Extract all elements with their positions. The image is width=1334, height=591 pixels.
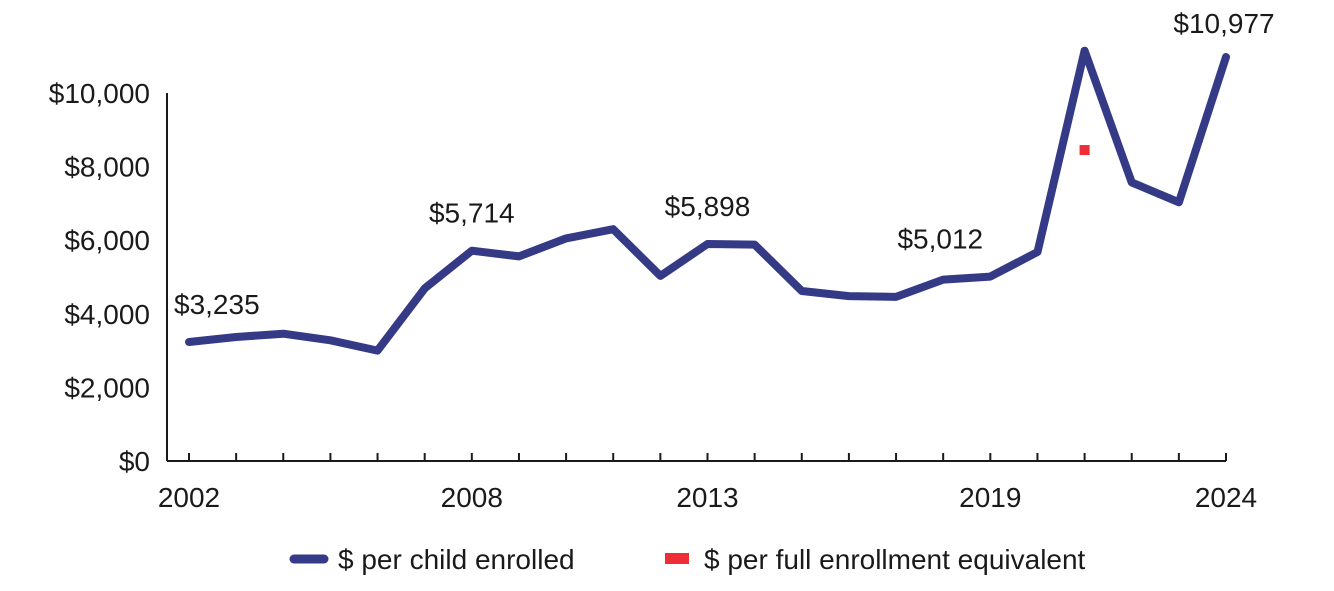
data-label: $5,714 [429, 198, 515, 229]
x-axis-tick-labels: 2002 2008 2013 2019 2024 [158, 482, 1257, 513]
y-tick-label: $0 [119, 446, 150, 477]
x-tick-label: 2008 [441, 482, 503, 513]
series-line-per-child-enrolled [185, 46, 1230, 355]
data-label: $10,977 [1173, 8, 1274, 39]
data-point-per-full-enrollment-equivalent [1079, 145, 1090, 156]
y-tick-label: $6,000 [64, 225, 150, 256]
x-tick-label: 2019 [959, 482, 1021, 513]
legend-label-per-child-enrolled: $ per child enrolled [338, 544, 575, 575]
series-points-per-full-enrollment-equivalent [1079, 145, 1090, 156]
x-axis-ticks [188, 453, 1227, 461]
legend: $ per child enrolled $ per full enrollme… [289, 544, 1086, 575]
x-tick-label: 2024 [1195, 482, 1257, 513]
x-tick-label: 2013 [676, 482, 738, 513]
x-tick-label: 2002 [158, 482, 220, 513]
data-label: $3,235 [174, 289, 260, 320]
y-axis-tick-labels: $0 $2,000 $4,000 $6,000 $8,000 $10,000 [49, 78, 150, 477]
y-tick-label: $8,000 [64, 152, 150, 183]
legend-label-per-full-enrollment-equivalent: $ per full enrollment equivalent [704, 544, 1086, 575]
data-labels: $3,235 $5,714 $5,898 $5,012 $10,977 [174, 8, 1275, 320]
legend-swatch-per-full-enrollment-equivalent [665, 553, 689, 564]
y-tick-label: $10,000 [49, 78, 150, 109]
data-label: $5,012 [897, 224, 983, 255]
data-label: $5,898 [665, 191, 751, 222]
y-tick-label: $4,000 [64, 299, 150, 330]
y-tick-label: $2,000 [64, 372, 150, 403]
